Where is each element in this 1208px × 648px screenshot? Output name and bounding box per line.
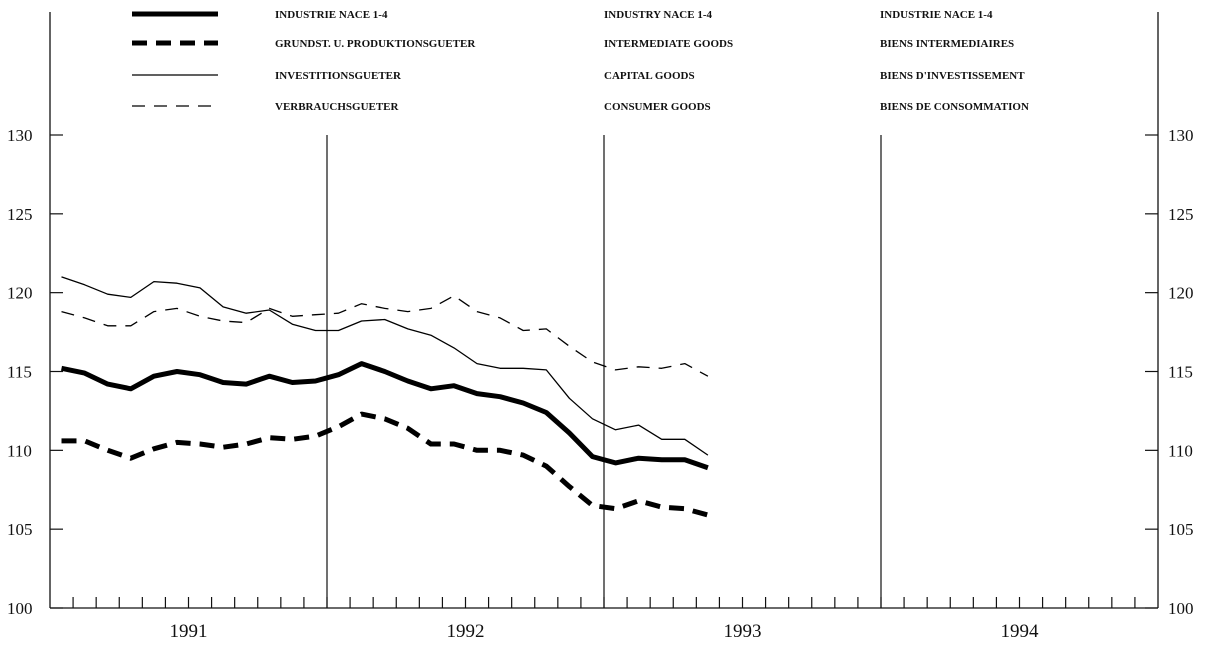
legend: INDUSTRIE NACE 1-4 INDUSTRY NACE 1-4 INDUS… — [132, 9, 1029, 113]
legend-label-de: INDUSTRIE NACE 1-4 — [275, 9, 388, 21]
y-tick-label-left: 125 — [7, 205, 33, 224]
x-tick-label-year: 1991 — [170, 621, 208, 642]
y-tick-label-left: 110 — [7, 441, 32, 460]
x-tick-label-year: 1994 — [1001, 621, 1040, 642]
axes: 100 100 105 105 110 110 115 115 120 120 125 125 130 1… — [7, 12, 1194, 642]
y-tick-label-left: 120 — [7, 284, 33, 303]
y-tick-label-right: 130 — [1168, 126, 1194, 145]
legend-label-de: GRUNDST. U. PRODUKTIONSGUETER — [275, 38, 476, 50]
y-tick-label-left: 130 — [7, 126, 33, 145]
series-line-4 — [61, 295, 709, 377]
y-tick-label-left: 105 — [7, 520, 33, 539]
legend-label-de: INVESTITIONSGUETER — [275, 70, 402, 82]
y-tick-label-right: 125 — [1168, 205, 1194, 224]
legend-label-fr: BIENS INTERMEDIAIRES — [880, 38, 1014, 50]
legend-label-de: VERBRAUCHSGUETER — [275, 101, 400, 113]
y-tick-label-right: 120 — [1168, 284, 1194, 303]
y-tick-label-right: 115 — [1168, 363, 1193, 382]
series-line-1 — [60, 361, 709, 471]
legend-label-en: INDUSTRY NACE 1-4 — [604, 9, 712, 21]
legend-label-fr: BIENS D'INVESTISSEMENT — [880, 70, 1025, 82]
legend-label-en: CONSUMER GOODS — [604, 101, 711, 113]
legend-label-fr: INDUSTRIE NACE 1-4 — [880, 9, 993, 21]
y-tick-label-right: 105 — [1168, 520, 1194, 539]
y-tick-label-left: 100 — [7, 599, 33, 618]
series-line-2 — [61, 411, 709, 518]
series-line-3 — [61, 276, 709, 456]
y-tick-label-left: 115 — [7, 363, 32, 382]
series-layer — [60, 276, 709, 518]
legend-label-fr: BIENS DE CONSOMMATION — [880, 101, 1029, 113]
x-tick-label-year: 1992 — [447, 621, 485, 642]
y-tick-label-right: 100 — [1168, 599, 1194, 618]
legend-label-en: INTERMEDIATE GOODS — [604, 38, 733, 50]
x-tick-label-year: 1993 — [724, 621, 762, 642]
legend-label-en: CAPITAL GOODS — [604, 70, 695, 82]
y-tick-label-right: 110 — [1168, 441, 1193, 460]
